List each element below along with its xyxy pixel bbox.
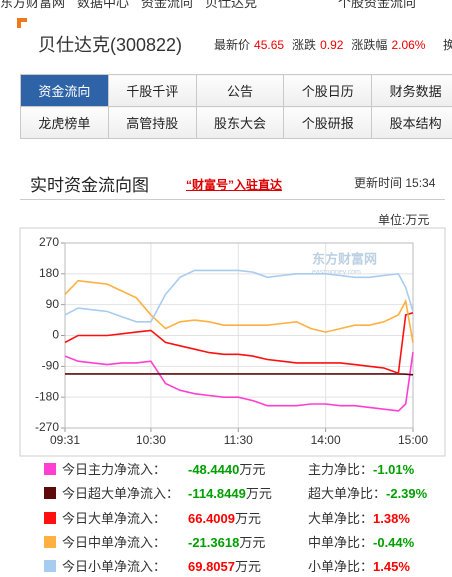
series-line xyxy=(65,352,413,411)
nav-tab[interactable]: 财务数据 xyxy=(372,75,452,107)
update-value: 15:34 xyxy=(405,176,435,190)
quote-label: 涨跌幅 xyxy=(351,38,387,52)
stat-value-wrap: 66.4009万元 xyxy=(188,509,308,529)
quote-label: 涨跌 xyxy=(292,38,316,52)
legend-label: 今日超大单净流入： xyxy=(62,484,188,504)
legend-label: 今日大单净流入： xyxy=(62,509,188,529)
nav-tab[interactable]: 高管持股 xyxy=(108,107,196,139)
corner-mark xyxy=(17,18,27,22)
legend-row: 今日超大单净流入：-114.8449万元超大单净比：-2.39% xyxy=(44,484,427,504)
stock-title: 贝仕达克(300822) xyxy=(38,31,182,57)
nav-tab[interactable]: 个股研报 xyxy=(284,107,372,139)
promo-link[interactable]: “财富号”入驻直达 xyxy=(186,176,282,193)
legend-row: 今日主力净流入：-48.4440万元主力净比：-1.01% xyxy=(44,460,414,480)
legend-swatch xyxy=(44,512,56,524)
nav-tab[interactable]: 个股日历 xyxy=(284,75,372,107)
legend-swatch xyxy=(44,487,56,499)
series-line xyxy=(65,270,413,321)
watermark: 东方财富网 xyxy=(312,251,377,266)
section-title: 实时资金流向图 xyxy=(30,171,149,196)
y-tick-label: 0 xyxy=(52,328,59,342)
breadcrumb-item[interactable]: 东方财富网 xyxy=(0,0,65,10)
quotes: 最新价 45.65 涨跌 0.92 涨跌幅 2.06% xyxy=(214,36,433,53)
nav-tab[interactable]: 资金流向 xyxy=(21,75,109,107)
stat-value-wrap: 69.8057万元 xyxy=(188,557,308,577)
nav-grid: 资金流向千股千评公告个股日历财务数据龙虎榜单高管持股股东大会个股研报股本结构 xyxy=(20,74,452,139)
unit-label: 单位:万元 xyxy=(378,211,429,228)
y-tick-label: -90 xyxy=(42,359,60,373)
y-tick-label: 270 xyxy=(39,235,59,249)
stat-unit: 万元 xyxy=(246,486,272,501)
stat-value: 69.8057 xyxy=(188,559,235,574)
legend-row: 今日中单净流入：-21.3618万元中单净比：-0.44% xyxy=(44,533,414,553)
stat-value: -114.8449 xyxy=(188,486,246,501)
y-tick-label: -180 xyxy=(35,389,59,403)
nav-tab[interactable]: 千股千评 xyxy=(108,75,196,107)
nav-tab[interactable]: 龙虎榜单 xyxy=(21,107,109,139)
update-label: 更新时间 xyxy=(354,176,402,190)
stat-value-wrap: -48.4440万元 xyxy=(188,460,308,480)
series-line xyxy=(65,374,413,375)
y-tick-label: 90 xyxy=(46,297,60,311)
y-tick-label: 180 xyxy=(39,266,59,280)
series-line xyxy=(65,281,413,343)
stat-ratio: -0.44% xyxy=(373,535,414,550)
stat-ratio: -1.01% xyxy=(373,462,414,477)
legend-row: 今日大单净流入：66.4009万元大单净比：1.38% xyxy=(44,509,410,529)
nav-tab[interactable]: 股东大会 xyxy=(196,107,284,139)
nav-row: 龙虎榜单高管持股股东大会个股研报股本结构 xyxy=(21,107,452,139)
x-tick-label: 14:00 xyxy=(311,433,341,447)
stat-ratio: 1.38% xyxy=(373,511,410,526)
stat-unit: 万元 xyxy=(235,559,261,574)
breadcrumb-right[interactable]: 个股资金流向 xyxy=(338,0,416,11)
stat-ratio-label: 小单净比： xyxy=(308,559,373,574)
quote-label: 最新价 xyxy=(214,38,250,52)
breadcrumb-item[interactable]: 贝仕达克 xyxy=(205,0,257,10)
x-tick-label: 10:30 xyxy=(136,433,166,447)
stat-ratio: -2.39% xyxy=(386,486,427,501)
stat-ratio-label: 超大单净比： xyxy=(308,486,386,501)
stat-ratio: 1.45% xyxy=(373,559,410,574)
stat-unit: 万元 xyxy=(235,511,261,526)
stat-ratio-label: 中单净比： xyxy=(308,535,373,550)
x-tick-label: 15:00 xyxy=(398,433,428,447)
nav-tab[interactable]: 股本结构 xyxy=(372,107,452,139)
quote-value: 2.06% xyxy=(391,38,425,52)
stat-unit: 万元 xyxy=(239,462,265,477)
stat-value: -21.3618 xyxy=(188,535,239,550)
divider xyxy=(20,199,445,200)
update-time: 更新时间 15:34 xyxy=(354,174,435,191)
stat-ratio-label: 主力净比： xyxy=(308,462,373,477)
stat-ratio-label: 大单净比： xyxy=(308,511,373,526)
legend-label: 今日主力净流入： xyxy=(62,460,188,480)
nav-row: 资金流向千股千评公告个股日历财务数据 xyxy=(21,75,452,107)
legend-label: 今日小单净流入： xyxy=(62,557,188,577)
quote-value: 0.92 xyxy=(320,38,343,52)
quote-cut: 换 xyxy=(443,36,452,53)
chart-box xyxy=(20,228,445,456)
legend-swatch xyxy=(44,536,56,548)
legend-row: 今日小单净流入：69.8057万元小单净比：1.45% xyxy=(44,557,410,577)
legend-swatch xyxy=(44,463,56,475)
y-tick-label: -270 xyxy=(35,420,59,434)
stat-unit: 万元 xyxy=(239,535,265,550)
stat-value-wrap: -21.3618万元 xyxy=(188,533,308,553)
breadcrumb: 东方财富网 数据中心 资金流向 贝仕达克 xyxy=(0,0,269,11)
x-tick-label: 11:30 xyxy=(224,433,253,447)
quote-value: 45.65 xyxy=(254,38,284,52)
breadcrumb-item[interactable]: 数据中心 xyxy=(77,0,129,10)
stat-value: 66.4009 xyxy=(188,511,235,526)
breadcrumb-item[interactable]: 资金流向 xyxy=(141,0,193,10)
legend-label: 今日中单净流入： xyxy=(62,533,188,553)
stat-value-wrap: -114.8449万元 xyxy=(188,484,308,504)
legend-swatch xyxy=(44,560,56,572)
stat-value: -48.4440 xyxy=(188,462,239,477)
nav-tab[interactable]: 公告 xyxy=(196,75,284,107)
x-tick-label: 09:31 xyxy=(50,433,80,447)
